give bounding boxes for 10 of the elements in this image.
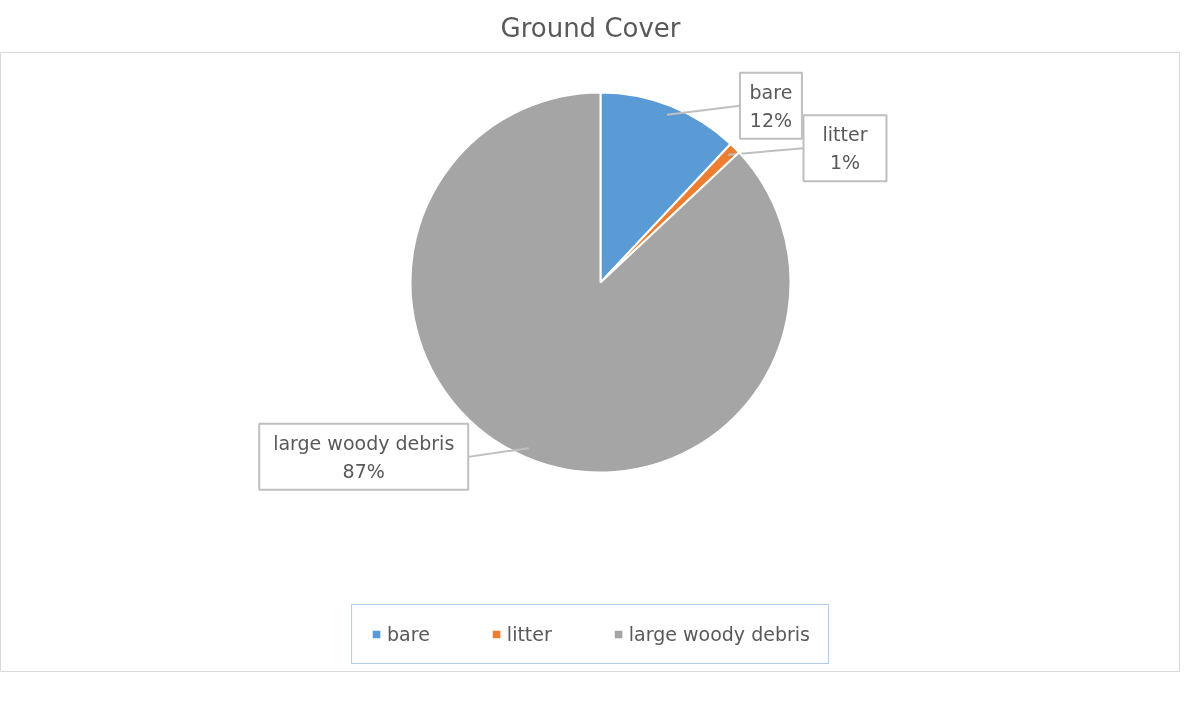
data-label: 87% (342, 460, 385, 483)
data-label: 1% (829, 151, 861, 174)
legend-label: bare (387, 623, 430, 645)
slice-label: litter (822, 122, 868, 145)
slice-label: bare (749, 80, 793, 103)
chart-title: Ground Cover (500, 12, 681, 43)
data-label: 12% (749, 109, 793, 132)
legend-label: litter (506, 623, 552, 645)
slice-label: large woody debris (273, 431, 455, 454)
legend-label: large woody debris (628, 623, 810, 645)
